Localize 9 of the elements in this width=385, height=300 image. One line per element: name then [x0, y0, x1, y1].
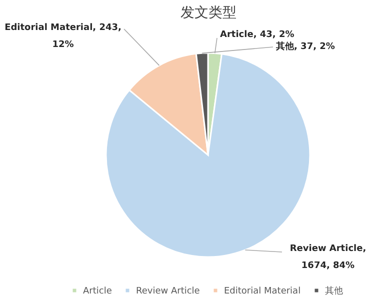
legend-label: Review Article [136, 286, 200, 296]
data-label: Article, 43, 2% [220, 30, 294, 40]
data-label: Review Article, 1674, 84% [290, 244, 366, 271]
legend-label: Article [83, 286, 112, 296]
data-label: Editorial Material, 243, 12% [4, 23, 122, 50]
legend-label: 其他 [325, 286, 343, 296]
chart-title: 发文类型 [180, 5, 236, 21]
legend-label: Editorial Material [224, 286, 301, 296]
data-label: 其他, 37, 2% [275, 41, 335, 52]
